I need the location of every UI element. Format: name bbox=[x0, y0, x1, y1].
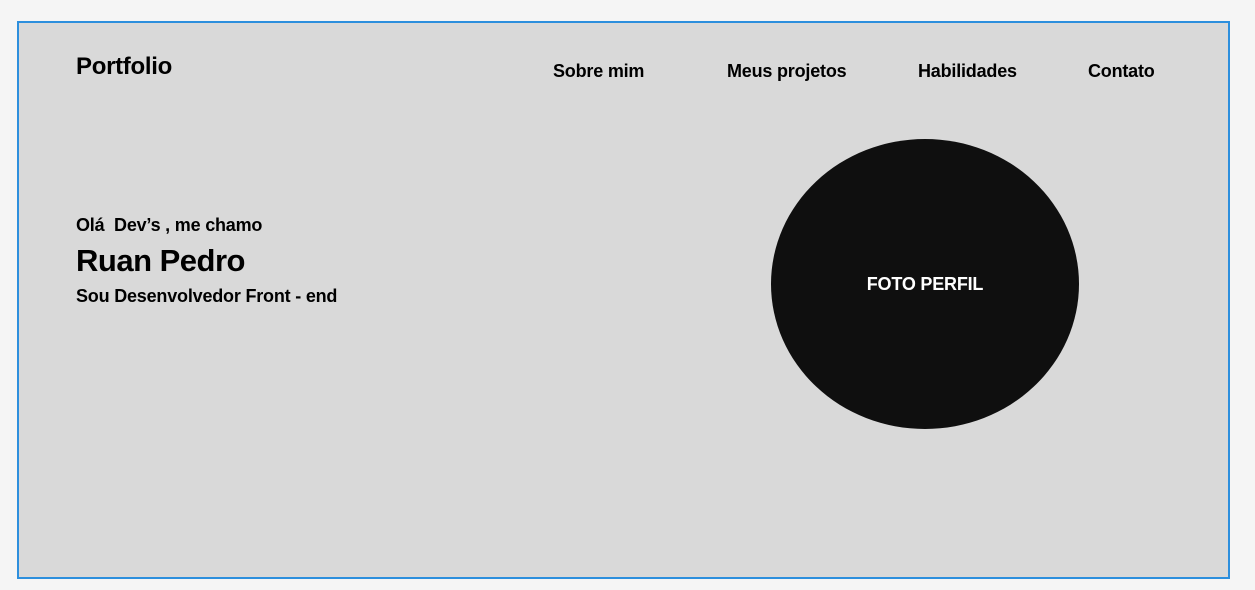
portfolio-frame: Portfolio Sobre mim Meus projetos Habili… bbox=[17, 21, 1230, 579]
nav-contato[interactable]: Contato bbox=[1088, 61, 1155, 81]
hero-role: Sou Desenvolvedor Front - end bbox=[76, 286, 338, 306]
nav-meus-projetos[interactable]: Meus projetos bbox=[727, 61, 847, 81]
profile-photo-label: FOTO PERFIL bbox=[866, 273, 984, 294]
nav-habilidades[interactable]: Habilidades bbox=[918, 61, 1017, 81]
logo[interactable]: Portfolio bbox=[76, 53, 172, 80]
hero-greeting: Olá Dev’s , me chamo bbox=[76, 215, 263, 235]
profile-photo-placeholder: FOTO PERFIL bbox=[771, 139, 1079, 429]
nav-sobre-mim[interactable]: Sobre mim bbox=[553, 61, 645, 81]
hero-name: Ruan Pedro bbox=[76, 243, 245, 278]
